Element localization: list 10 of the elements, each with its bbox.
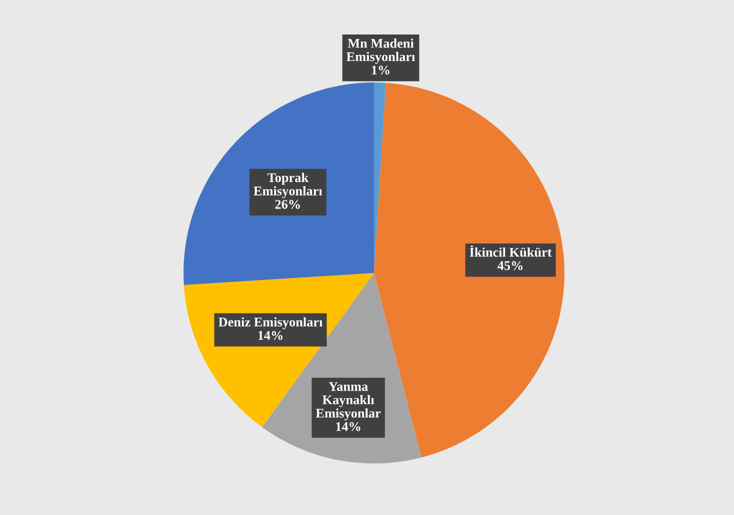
slice-label: Mn Madeni Emisyonları <box>346 38 416 64</box>
slice-label: İkincil Kükürt <box>470 245 552 257</box>
data-label: 14% <box>258 330 282 340</box>
slice-label: Yanma Kaynaklı Emisyonlar <box>316 382 381 420</box>
data-label: 1% <box>372 66 390 75</box>
slice-label: Toprak Emisyonları <box>254 172 322 198</box>
data-label: 26% <box>275 200 300 209</box>
data-label: 45% <box>498 261 522 270</box>
data-label: 14% <box>336 422 360 432</box>
slice-label: Deniz Emisyonları <box>218 317 323 330</box>
